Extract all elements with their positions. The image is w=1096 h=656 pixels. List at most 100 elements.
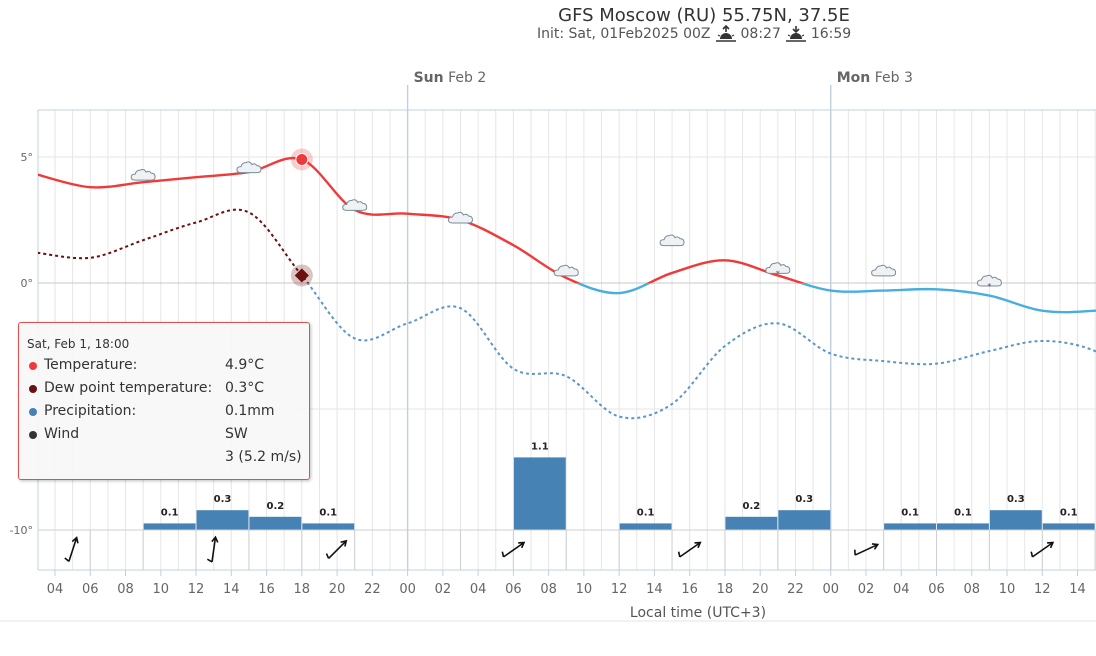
precipitation-label: 0.1 (637, 507, 655, 518)
tooltip: Sat, Feb 1, 18:00 Temperature: 4.9°C Dew… (18, 322, 310, 480)
tooltip-row-precipitation: Precipitation: 0.1mm (27, 403, 307, 423)
wind-barb (854, 549, 856, 556)
y-tick-label: 5° (21, 151, 34, 164)
x-tick-label: 06 (928, 582, 945, 597)
x-axis-title: Local time (UTC+3) (630, 605, 766, 621)
wind-arrow-shaft (854, 544, 878, 556)
sunrise-icon (715, 25, 736, 42)
precipitation-bar (302, 523, 355, 530)
day-label-0: Sun Feb 2 (414, 70, 487, 86)
hover-markers (290, 148, 313, 287)
wind-arrow-head (211, 535, 219, 543)
precipitation-bar (884, 523, 936, 530)
tooltip-row-temperature: Temperature: 4.9°C (27, 357, 307, 377)
precipitation-bar (937, 523, 989, 530)
precipitation-label: 0.2 (267, 501, 285, 512)
temperature-dot-icon (29, 362, 37, 370)
weather-symbols: ** (130, 161, 1002, 291)
x-tick-label: 14 (646, 582, 663, 597)
precipitation-bar (143, 523, 196, 530)
chart-subtitle: Init: Sat, 01Feb2025 00Z 08:27 16:59 (537, 25, 851, 43)
wind-arrow-shaft (68, 538, 78, 562)
x-tick-label: 04 (47, 582, 64, 597)
x-tick-label: 22 (787, 582, 804, 597)
wind-arrow-head (71, 536, 79, 544)
wind-barb (64, 557, 70, 563)
precipitation-bar (989, 510, 1042, 530)
precipitation-dot-icon (29, 408, 37, 416)
cloud-icon (447, 211, 473, 224)
x-tick-label: 00 (822, 582, 839, 597)
precipitation-bar (778, 510, 831, 530)
cloud-icon (342, 199, 368, 211)
precipitation-label: 0.1 (319, 507, 337, 518)
precipitation-bar (196, 510, 249, 530)
wind-arrow-icon (677, 541, 702, 558)
wind-arrow-head (340, 539, 348, 547)
x-tick-label: 12 (1034, 582, 1051, 597)
day-label-1: Mon Feb 3 (837, 70, 913, 86)
x-tick-label: 20 (329, 582, 346, 597)
x-tick-label: 02 (435, 582, 452, 597)
init-time: Init: Sat, 01Feb2025 00Z (537, 26, 711, 42)
precipitation-label: 0.1 (161, 507, 179, 518)
x-tick-label: 08 (963, 582, 980, 597)
snowflake-icon: * (776, 269, 780, 278)
wind-arrow-head (694, 541, 702, 549)
wind-barb (325, 553, 330, 559)
wind-arrow-head (871, 543, 880, 550)
wind-arrow-head (1047, 541, 1055, 549)
temperature-line-cold (574, 283, 1096, 314)
cloud-icon (236, 161, 262, 174)
wind-arrow-shaft (211, 538, 217, 562)
x-tick-label: 16 (258, 582, 275, 597)
wind-arrow-icon (64, 536, 79, 563)
x-tick-label: 10 (999, 582, 1016, 597)
wind-barb (501, 551, 505, 558)
tooltip-header: Sat, Feb 1, 18:00 (27, 337, 130, 351)
x-tick-label: 20 (752, 582, 769, 597)
precipitation-bars: 0.1 0.3 0.2 0.1 1.1 0.1 0.2 0.3 0.1 0.1 0.3 0.1 (143, 441, 1095, 530)
wind-arrow-shaft (503, 542, 524, 558)
wind-barb (206, 558, 213, 563)
x-tick-label: 10 (576, 582, 593, 597)
sunset-time: 16:59 (810, 26, 852, 42)
precipitation-label: 0.3 (214, 494, 232, 505)
precipitation-bar (249, 516, 302, 530)
wind-arrow-head (518, 541, 526, 549)
cloud-icon (553, 264, 579, 277)
x-tick-label: 00 (399, 582, 416, 597)
wind-arrow-icon (325, 539, 348, 560)
x-tick-label: 10 (153, 582, 170, 597)
precipitation-label: 0.3 (795, 494, 813, 505)
x-tick-label: 18 (294, 582, 311, 597)
wind-arrow-shaft (1031, 542, 1053, 558)
wind-arrow-icon (854, 543, 880, 556)
precipitation-label: 0.1 (901, 507, 919, 518)
dewpoint-dot-icon (29, 385, 37, 393)
axes: Sun Feb 2 Mon Feb 3 5° 0° -10° 04 06 08 10 12 14 16… (0, 70, 1096, 622)
x-tick-label: 14 (223, 582, 240, 597)
tooltip-row-wind-speed: 3 (5.2 m/s) (225, 449, 302, 465)
x-tick-label: 04 (470, 582, 487, 597)
chart-title: GFS Moscow (RU) 55.75N, 37.5E (558, 5, 850, 26)
wind-barb (677, 551, 681, 558)
x-tick-label: 14 (1069, 582, 1086, 597)
cloud-icon (130, 168, 156, 181)
x-tick-label: 08 (117, 582, 134, 597)
precipitation-label: 0.2 (743, 501, 761, 512)
wind-arrow-icon (206, 535, 219, 563)
wind-row (38, 529, 1096, 570)
wind-barb (1030, 551, 1034, 558)
wind-arrow-shaft (328, 540, 347, 560)
x-tick-label: 06 (82, 582, 99, 597)
precipitation-bar (513, 457, 566, 530)
precipitation-label: 0.1 (1060, 507, 1078, 518)
wind-arrow-icon (1030, 541, 1055, 558)
sunset-icon (785, 26, 806, 42)
wind-arrow-shaft (679, 542, 700, 558)
precipitation-label: 0.1 (954, 507, 972, 518)
sunrise-time: 08:27 (740, 26, 781, 42)
temperature-hover-marker (295, 153, 309, 167)
